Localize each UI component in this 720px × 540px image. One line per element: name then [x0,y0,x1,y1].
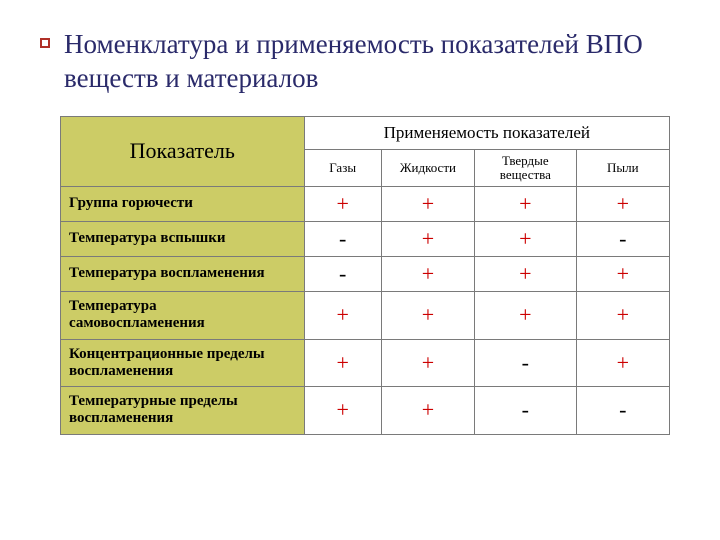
table-cell: + [381,257,474,292]
table-cell: - [475,387,577,435]
table-cell: + [576,257,669,292]
table-cell: + [381,339,474,387]
table-cell: + [576,292,669,340]
table-row: Концентрационные пределы воспламенения++… [61,339,670,387]
table-cell: + [304,292,381,340]
table-cell: + [381,187,474,222]
sub-gases: Газы [304,149,381,187]
table-row: Температура вспышки-++- [61,222,670,257]
row-label: Концентрационные пределы воспламенения [61,339,305,387]
title-bullet [40,38,50,48]
table-cell: - [304,257,381,292]
row-label: Температура воспламенения [61,257,305,292]
table-cell: + [576,339,669,387]
row-label: Группа горючести [61,187,305,222]
table-cell: + [381,222,474,257]
table-cell: - [475,339,577,387]
table-cell: + [304,387,381,435]
table-cell: + [475,187,577,222]
table-cell: - [576,222,669,257]
col-header-applicability: Применяемость показателей [304,116,669,149]
table-body: Группа горючести++++Температура вспышки-… [61,187,670,435]
row-label: Температура самовоспламенения [61,292,305,340]
col-header-indicator: Показатель [61,116,305,187]
row-label: Температурные пределы воспламенения [61,387,305,435]
sub-dusts: Пыли [576,149,669,187]
sub-liquids: Жидкости [381,149,474,187]
table-cell: + [475,257,577,292]
table-cell: + [475,292,577,340]
table-row: Температурные пределы воспламенения++-- [61,387,670,435]
slide-title: Номенклатура и применяемость показателей… [60,28,676,96]
table-row: Температура самовоспламенения++++ [61,292,670,340]
table-cell: + [576,187,669,222]
table-cell: + [381,292,474,340]
sub-solids: Твердые вещества [475,149,577,187]
table-cell: + [475,222,577,257]
table-row: Температура воспламенения-+++ [61,257,670,292]
row-label: Температура вспышки [61,222,305,257]
table-cell: + [304,187,381,222]
table-cell: + [304,339,381,387]
applicability-table: Показатель Применяемость показателей Газ… [60,116,670,435]
table-cell: - [304,222,381,257]
table-cell: - [576,387,669,435]
table-cell: + [381,387,474,435]
table-row: Группа горючести++++ [61,187,670,222]
